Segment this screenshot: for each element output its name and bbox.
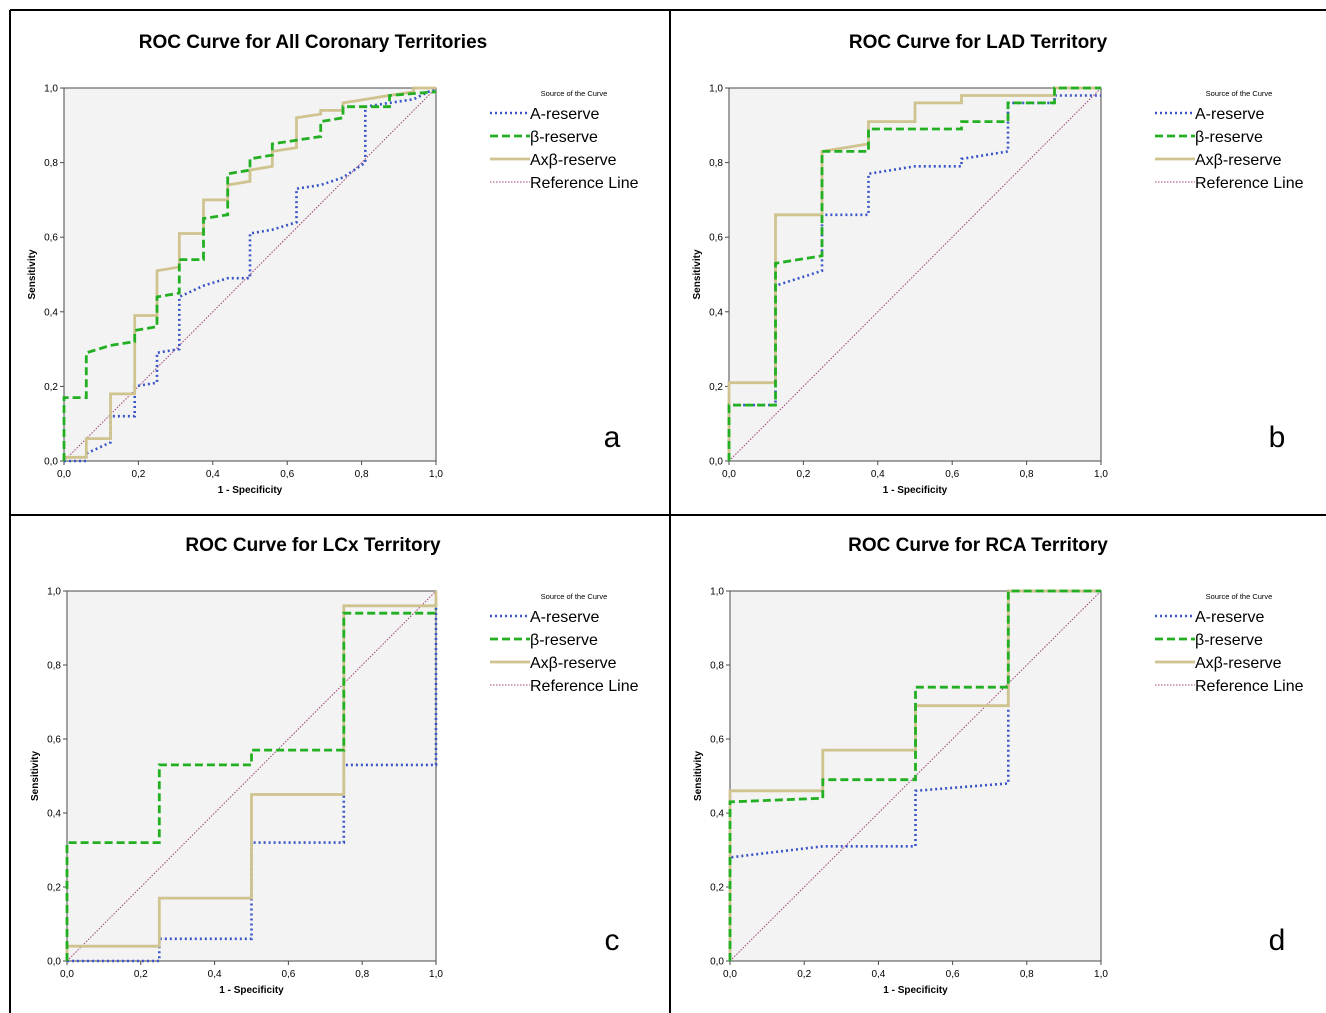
x-axis-label: 1 - Specificity [219, 985, 284, 996]
panel-label: c [605, 924, 620, 957]
legend-entry: A-reserve [1195, 609, 1264, 626]
y-tick-label: 0,4 [44, 307, 58, 318]
series-line--reserve [727, 86, 1101, 461]
legend-title: Source of the Curve [541, 89, 608, 98]
x-tick-label: 0,6 [945, 469, 959, 480]
y-axis-label: Sensitivity [693, 751, 704, 801]
x-axis-label: 1 - Specificity [218, 485, 283, 496]
y-tick-label: 1,0 [44, 84, 58, 95]
y-axis-label: Sensitivity [30, 751, 41, 801]
x-tick-label: 0,2 [134, 969, 148, 980]
legend-entry: A-reserve [530, 106, 599, 123]
legend-entry: Axβ-reserve [1195, 152, 1282, 169]
x-tick-label: 0,2 [796, 469, 810, 480]
y-tick-label: 0,8 [47, 661, 61, 672]
series-line-a-reserve [64, 86, 437, 463]
legend-entry: β-reserve [530, 129, 598, 146]
y-tick-label: 0,8 [44, 158, 58, 169]
chart-title: ROC Curve for All Coronary Territories [139, 32, 487, 53]
y-tick-label: 0,0 [709, 457, 723, 468]
x-tick-label: 0,8 [1020, 969, 1034, 980]
y-tick-label: 1,0 [709, 84, 723, 95]
legend-entry: A-reserve [1195, 106, 1264, 123]
y-tick-label: 0,2 [47, 883, 61, 894]
x-tick-label: 0,6 [280, 469, 294, 480]
x-tick-label: 0,0 [722, 469, 736, 480]
y-tick-label: 0,4 [710, 809, 724, 820]
chart-title: ROC Curve for LCx Territory [185, 535, 441, 556]
x-tick-label: 0,0 [60, 969, 74, 980]
y-tick-label: 1,0 [47, 587, 61, 598]
x-tick-label: 0,2 [797, 969, 811, 980]
chart-title: ROC Curve for RCA Territory [848, 535, 1108, 556]
legend-entry: Reference Line [1195, 175, 1304, 192]
panel-label: b [1269, 421, 1286, 454]
legend-title: Source of the Curve [1206, 592, 1273, 601]
chart-title: ROC Curve for LAD Territory [849, 32, 1108, 53]
legend-title: Source of the Curve [1206, 89, 1273, 98]
y-tick-label: 1,0 [710, 587, 724, 598]
x-tick-label: 0,4 [208, 969, 222, 980]
x-tick-label: 0,6 [281, 969, 295, 980]
legend-entry: β-reserve [1195, 129, 1263, 146]
y-tick-label: 0,2 [44, 382, 58, 393]
x-tick-label: 0,4 [871, 469, 885, 480]
x-tick-label: 0,0 [723, 969, 737, 980]
x-tick-label: 0,8 [355, 969, 369, 980]
legend-entry: Axβ-reserve [530, 152, 617, 169]
panel-b: ROC Curve for LAD Territory 0,0 0,2 0,4 0,6 0… [692, 32, 1304, 496]
series-line-reference-line [66, 590, 437, 962]
y-tick-label: 0,6 [710, 735, 724, 746]
series-line-reference-line [728, 87, 1102, 462]
x-tick-label: 0,4 [871, 969, 885, 980]
legend-entry: Reference Line [1195, 678, 1304, 695]
x-axis-label: 1 - Specificity [883, 985, 948, 996]
y-tick-label: 0,8 [709, 158, 723, 169]
y-tick-label: 0,2 [709, 382, 723, 393]
x-tick-label: 1,0 [1094, 469, 1108, 480]
y-tick-label: 0,0 [710, 957, 724, 968]
y-axis-label: Sensitivity [27, 249, 38, 299]
x-tick-label: 0,8 [355, 469, 369, 480]
series-line--reserve [62, 90, 437, 461]
x-tick-label: 0,4 [206, 469, 220, 480]
y-tick-label: 0,0 [47, 957, 61, 968]
panel-a: ROC Curve for All Coronary Territories 0,… [27, 32, 639, 496]
y-tick-label: 0,6 [47, 735, 61, 746]
panel-label: d [1269, 924, 1286, 957]
x-axis-label: 1 - Specificity [883, 485, 948, 496]
legend-entry: Reference Line [530, 175, 639, 192]
x-tick-label: 0,2 [131, 469, 145, 480]
legend-entry: Axβ-reserve [1195, 655, 1282, 672]
y-tick-label: 0,0 [44, 457, 58, 468]
y-tick-label: 0,4 [47, 809, 61, 820]
x-tick-label: 0,6 [946, 969, 960, 980]
x-tick-label: 0,8 [1020, 469, 1034, 480]
y-tick-label: 0,2 [710, 883, 724, 894]
panel-c: ROC Curve for LCx Territory 0,0 0,2 0,4 0,6 0… [30, 535, 639, 996]
legend-entry: β-reserve [1195, 632, 1263, 649]
y-tick-label: 0,6 [44, 233, 58, 244]
x-tick-label: 0,0 [57, 469, 71, 480]
series-line--reserve [65, 609, 438, 961]
legend-entry: Reference Line [530, 678, 639, 695]
legend-entry: β-reserve [530, 632, 598, 649]
panel-label: a [604, 421, 621, 454]
y-tick-label: 0,4 [709, 307, 723, 318]
x-tick-label: 1,0 [429, 469, 443, 480]
y-axis-label: Sensitivity [692, 249, 703, 299]
x-tick-label: 1,0 [1094, 969, 1108, 980]
series-line--reserve [728, 589, 1101, 961]
series-line-ax-reserve [65, 591, 438, 961]
panel-d: ROC Curve for RCA Territory 0,0 0,2 0,4 0,6 0… [693, 535, 1304, 996]
legend-entry: Axβ-reserve [530, 655, 617, 672]
x-tick-label: 1,0 [429, 969, 443, 980]
y-tick-label: 0,8 [710, 661, 724, 672]
series-line-reference-line [63, 87, 437, 462]
legend-title: Source of the Curve [541, 592, 608, 601]
y-tick-label: 0,6 [709, 233, 723, 244]
legend-entry: A-reserve [530, 609, 599, 626]
